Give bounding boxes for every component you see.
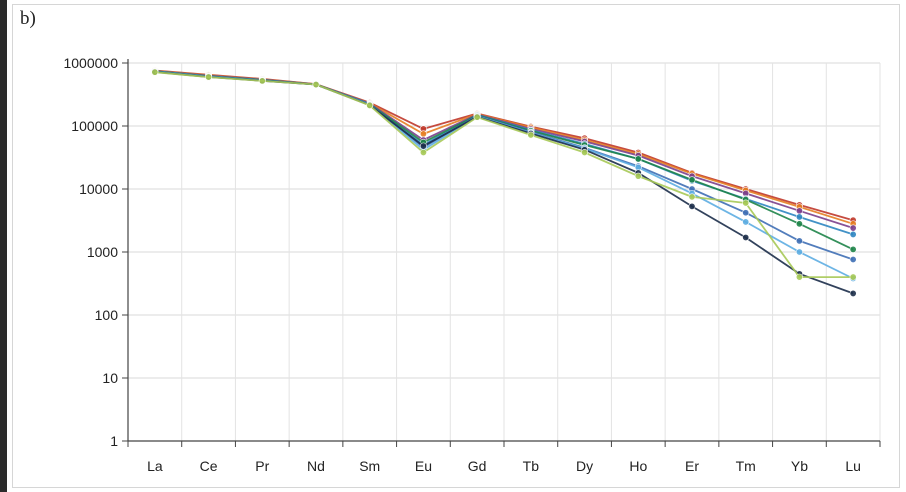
data-point — [473, 113, 481, 121]
data-point — [151, 68, 159, 76]
y-tick-label: 100 — [95, 307, 119, 323]
data-point — [795, 237, 803, 245]
data-point — [849, 289, 857, 297]
data-point — [688, 193, 696, 201]
data-point — [419, 142, 427, 150]
y-tick-label: 1 — [110, 433, 118, 449]
data-point — [795, 207, 803, 215]
x-tick-label: Pr — [255, 458, 269, 474]
data-point — [795, 213, 803, 221]
data-point — [795, 273, 803, 281]
x-tick-label: La — [147, 458, 163, 474]
data-point — [312, 81, 320, 89]
y-tick-label: 1000000 — [63, 55, 118, 71]
data-point — [742, 199, 750, 207]
data-point — [795, 248, 803, 256]
data-point — [419, 148, 427, 156]
data-point — [795, 220, 803, 228]
x-tick-label: Ho — [629, 458, 647, 474]
data-point — [258, 77, 266, 85]
grid-lines — [128, 62, 881, 441]
x-tick-label: Er — [685, 458, 699, 474]
data-point — [688, 202, 696, 210]
tick-labels: 1 10 100 1000 10000 100000 1000000 La Ce Pr Nd Sm Eu… — [63, 55, 860, 474]
data-point — [849, 256, 857, 264]
x-tick-label: Sm — [359, 458, 380, 474]
x-tick-label: Yb — [791, 458, 808, 474]
series-line — [154, 71, 854, 279]
data-point — [849, 230, 857, 238]
x-tick-label: Dy — [576, 458, 593, 474]
x-tick-label: Ce — [200, 458, 218, 474]
left-edge-bar — [0, 0, 7, 492]
x-tick-label: Eu — [415, 458, 432, 474]
data-point — [688, 176, 696, 184]
data-point — [742, 209, 750, 217]
data-point — [634, 155, 642, 163]
data-point — [527, 131, 535, 139]
y-tick-label: 10 — [102, 370, 118, 386]
x-tick-label: Lu — [845, 458, 861, 474]
y-tick-label: 100000 — [71, 118, 118, 134]
data-point — [634, 172, 642, 180]
data-point — [742, 233, 750, 241]
data-point — [205, 73, 213, 81]
x-tick-label: Nd — [307, 458, 325, 474]
data-point — [366, 101, 374, 109]
x-tick-label: Gd — [468, 458, 487, 474]
data-point — [849, 273, 857, 281]
panel-label: b) — [20, 8, 36, 29]
x-tick-label: Tb — [523, 458, 540, 474]
data-point — [849, 245, 857, 253]
chart-panel — [12, 4, 900, 488]
data-point — [742, 218, 750, 226]
y-tick-label: 1000 — [87, 244, 118, 260]
series-lines — [151, 67, 857, 297]
x-tick-label: Tm — [736, 458, 756, 474]
data-point — [581, 148, 589, 156]
data-point — [419, 130, 427, 138]
axes — [122, 59, 881, 447]
data-point — [849, 224, 857, 232]
y-tick-label: 10000 — [79, 181, 118, 197]
